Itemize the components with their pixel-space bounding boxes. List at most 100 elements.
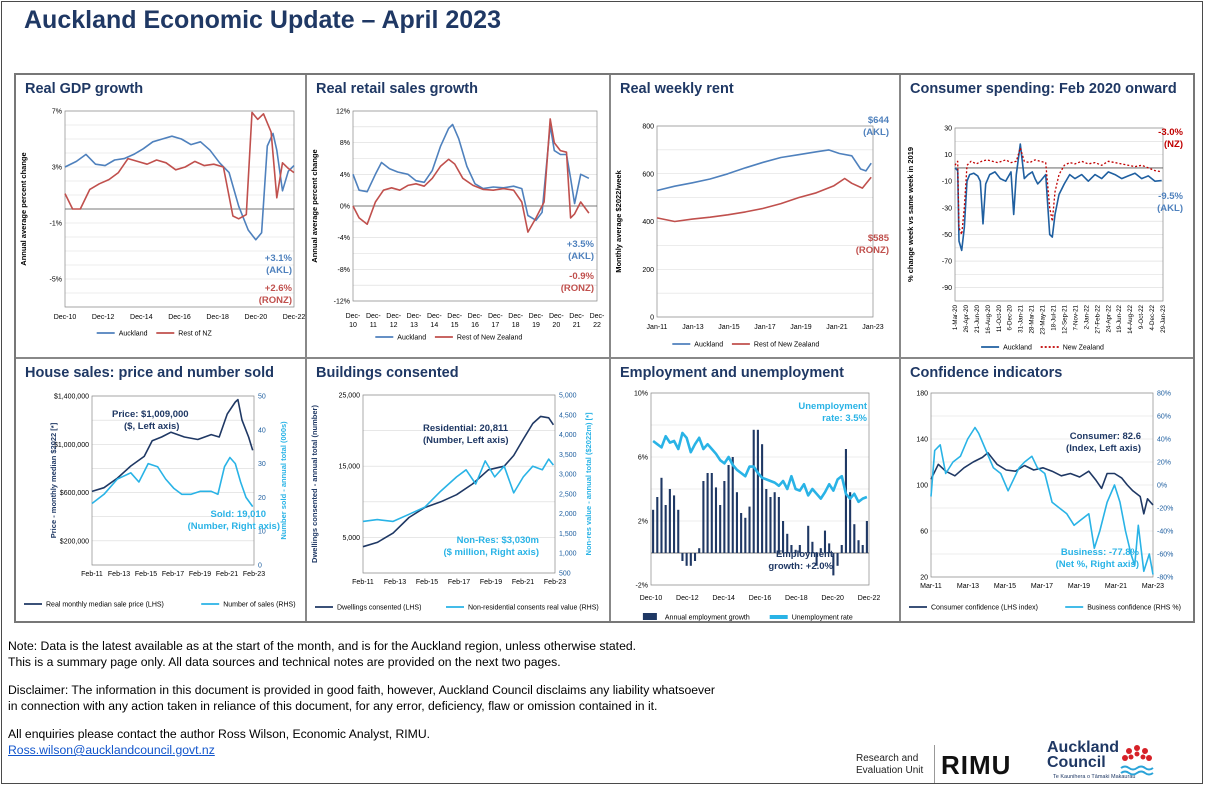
- x-tick-label: Feb-21: [216, 571, 238, 578]
- page-title: Auckland Economic Update – April 2023: [24, 6, 501, 34]
- employment-bar: [748, 506, 751, 553]
- annotation-label: -9.5%: [1158, 191, 1183, 202]
- employment-bar: [685, 553, 688, 566]
- enquiries-text: All enquiries please contact the author …: [8, 727, 431, 741]
- panel-retail: Real retail sales growth 12% 8% 4% 0% -4% -8%…: [307, 75, 611, 359]
- disclaimer-text: Disclaimer: The information in this docu…: [8, 683, 715, 697]
- x-tick-label: 7-Nov-21: [1072, 304, 1079, 330]
- y2-tick-label: -60%: [1157, 552, 1173, 559]
- employment-bar: [723, 481, 726, 553]
- retail-chart: 12% 8% 4% 0% -4% -8% -12% Dec-10 Dec-11 Dec-12 Dec…: [310, 109, 605, 342]
- employment-bar: [698, 548, 701, 553]
- council-subtitle: Te Kaunihera o Tāmaki Makaurau: [1053, 774, 1136, 780]
- employment-bar: [861, 545, 864, 553]
- x-tick-label: Feb-17: [162, 571, 184, 578]
- x-tick-label: Feb-13: [384, 579, 406, 586]
- legend-label: Real monthly median sale price (LHS): [46, 602, 164, 609]
- y2-tick-label: 4,000: [559, 432, 577, 439]
- y-tick-label: 6%: [638, 455, 648, 462]
- legend-label: Dwellings consented (LHS): [337, 605, 421, 612]
- annotation-label: (RONZ): [561, 283, 594, 294]
- y-tick-label: -50: [942, 232, 952, 239]
- x-tick-label: 6-Dec-20: [1007, 304, 1014, 330]
- y-tick-label: $1,000,000: [54, 442, 89, 449]
- unemployment-line: [652, 431, 868, 504]
- y2-tick-label: 2,000: [559, 511, 577, 518]
- y-tick-label: 4%: [340, 172, 350, 179]
- x-tick-label: Dec-10: [54, 314, 77, 321]
- y-tick-label: -12%: [334, 299, 350, 306]
- annotation-label: (RONZ): [856, 245, 889, 256]
- x-tick-label: Feb-11: [81, 571, 103, 578]
- employment-bar: [823, 530, 827, 553]
- y2-tick-label: 3,500: [559, 452, 577, 459]
- chart-title: Employment and unemployment: [620, 365, 844, 381]
- annotation-label: Non-Res: $3,030m: [457, 535, 539, 546]
- plot-area: [930, 392, 1154, 578]
- author-email-link[interactable]: Ross.wilson@aucklandcouncil.govt.nz: [8, 743, 215, 757]
- y2-tick-label: -40%: [1157, 529, 1173, 536]
- series-line-2: [64, 111, 295, 220]
- employment-bar: [660, 477, 663, 553]
- series-line-2: [352, 118, 590, 233]
- x-tick-label: Feb-23: [243, 571, 265, 578]
- x-tick-label: Dec-20: [549, 313, 564, 329]
- employment-bar: [853, 524, 856, 553]
- panel-buildings: Buildings consented 25,000 15,000 5,000 5,0…: [307, 359, 611, 621]
- x-tick-label: Mar-23: [1142, 583, 1164, 590]
- x-tick-label: Dec-12: [676, 595, 699, 602]
- y2-tick-label: 10: [258, 529, 266, 536]
- legend-label: Unemployment rate: [792, 615, 853, 622]
- y-axis-title: % change week vs same week in 2019: [906, 147, 915, 282]
- series-line-1: [64, 132, 295, 241]
- x-tick-label: Mar-15: [994, 583, 1016, 590]
- y-tick-label: 8%: [340, 140, 350, 147]
- annotation-label: Sold: 19,010: [211, 509, 266, 520]
- series-line-1: [930, 452, 1154, 515]
- employment-bar: [689, 553, 692, 566]
- series-line-2: [954, 147, 1162, 236]
- note-text: Note: Data is the latest available as at…: [8, 639, 637, 653]
- employment-bar: [681, 553, 684, 561]
- x-tick-label: Dec-10: [346, 313, 361, 329]
- y2-tick-label: 0%: [1157, 483, 1167, 490]
- x-tick-label: 27-Feb-22: [1094, 304, 1101, 333]
- series-line-2: [91, 456, 254, 508]
- x-tick-label: 9-Oct-22: [1138, 304, 1145, 329]
- employment-bar: [811, 541, 814, 553]
- legend-label: Auckland: [397, 335, 426, 342]
- y-tick-label: 140: [916, 437, 928, 444]
- legend-label: Non-residential consents real value (RHS…: [468, 605, 599, 612]
- series-line-1: [954, 143, 1162, 252]
- y2-tick-label: 60%: [1157, 414, 1171, 421]
- employment-bar: [756, 429, 759, 553]
- employment-bar: [740, 513, 743, 553]
- employment-bar: [673, 495, 676, 553]
- employment-bar: [832, 553, 835, 576]
- y-tick-label: 180: [916, 391, 928, 398]
- employment-bar: [807, 525, 810, 553]
- x-tick-label: Feb-15: [135, 571, 157, 578]
- x-tick-label: 1-Mar-20: [952, 304, 959, 330]
- y-tick-label: -10: [942, 179, 952, 186]
- employment-bar: [765, 489, 768, 553]
- x-tick-label: 28-Mar-21: [1029, 304, 1036, 333]
- y-tick-label: 12%: [336, 109, 350, 116]
- y-tick-label: 5,000: [342, 535, 360, 542]
- annotation-label: (Net %, Right axis): [1056, 559, 1139, 570]
- plot-area: [954, 127, 1164, 302]
- x-tick-label: Mar-13: [957, 583, 979, 590]
- y-tick-label: -5%: [50, 277, 62, 284]
- x-tick-label: Dec-19: [529, 313, 544, 329]
- annotation-label: $644: [868, 115, 890, 126]
- x-tick-label: Mar-21: [1105, 583, 1127, 590]
- x-tick-label: 18-Jul-21: [1051, 304, 1058, 330]
- y-tick-label: $200,000: [60, 538, 89, 545]
- x-tick-label: 11-Oct-20: [996, 304, 1003, 332]
- x-tick-label: 19-Jun-22: [1116, 304, 1123, 332]
- annotation-label: Consumer: 82.6: [1070, 431, 1141, 442]
- series-line-2: [362, 458, 555, 523]
- y-tick-label: 60: [920, 529, 928, 536]
- employment-chart: 10% 6% 2% -2% Dec-10 Dec-12 Dec-14 Dec-16 Dec-18…: [634, 391, 880, 622]
- employment-bar: [798, 545, 801, 553]
